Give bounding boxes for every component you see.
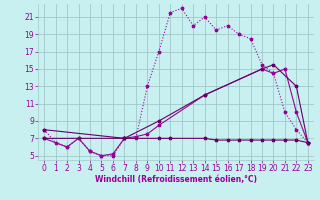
X-axis label: Windchill (Refroidissement éolien,°C): Windchill (Refroidissement éolien,°C) [95, 175, 257, 184]
